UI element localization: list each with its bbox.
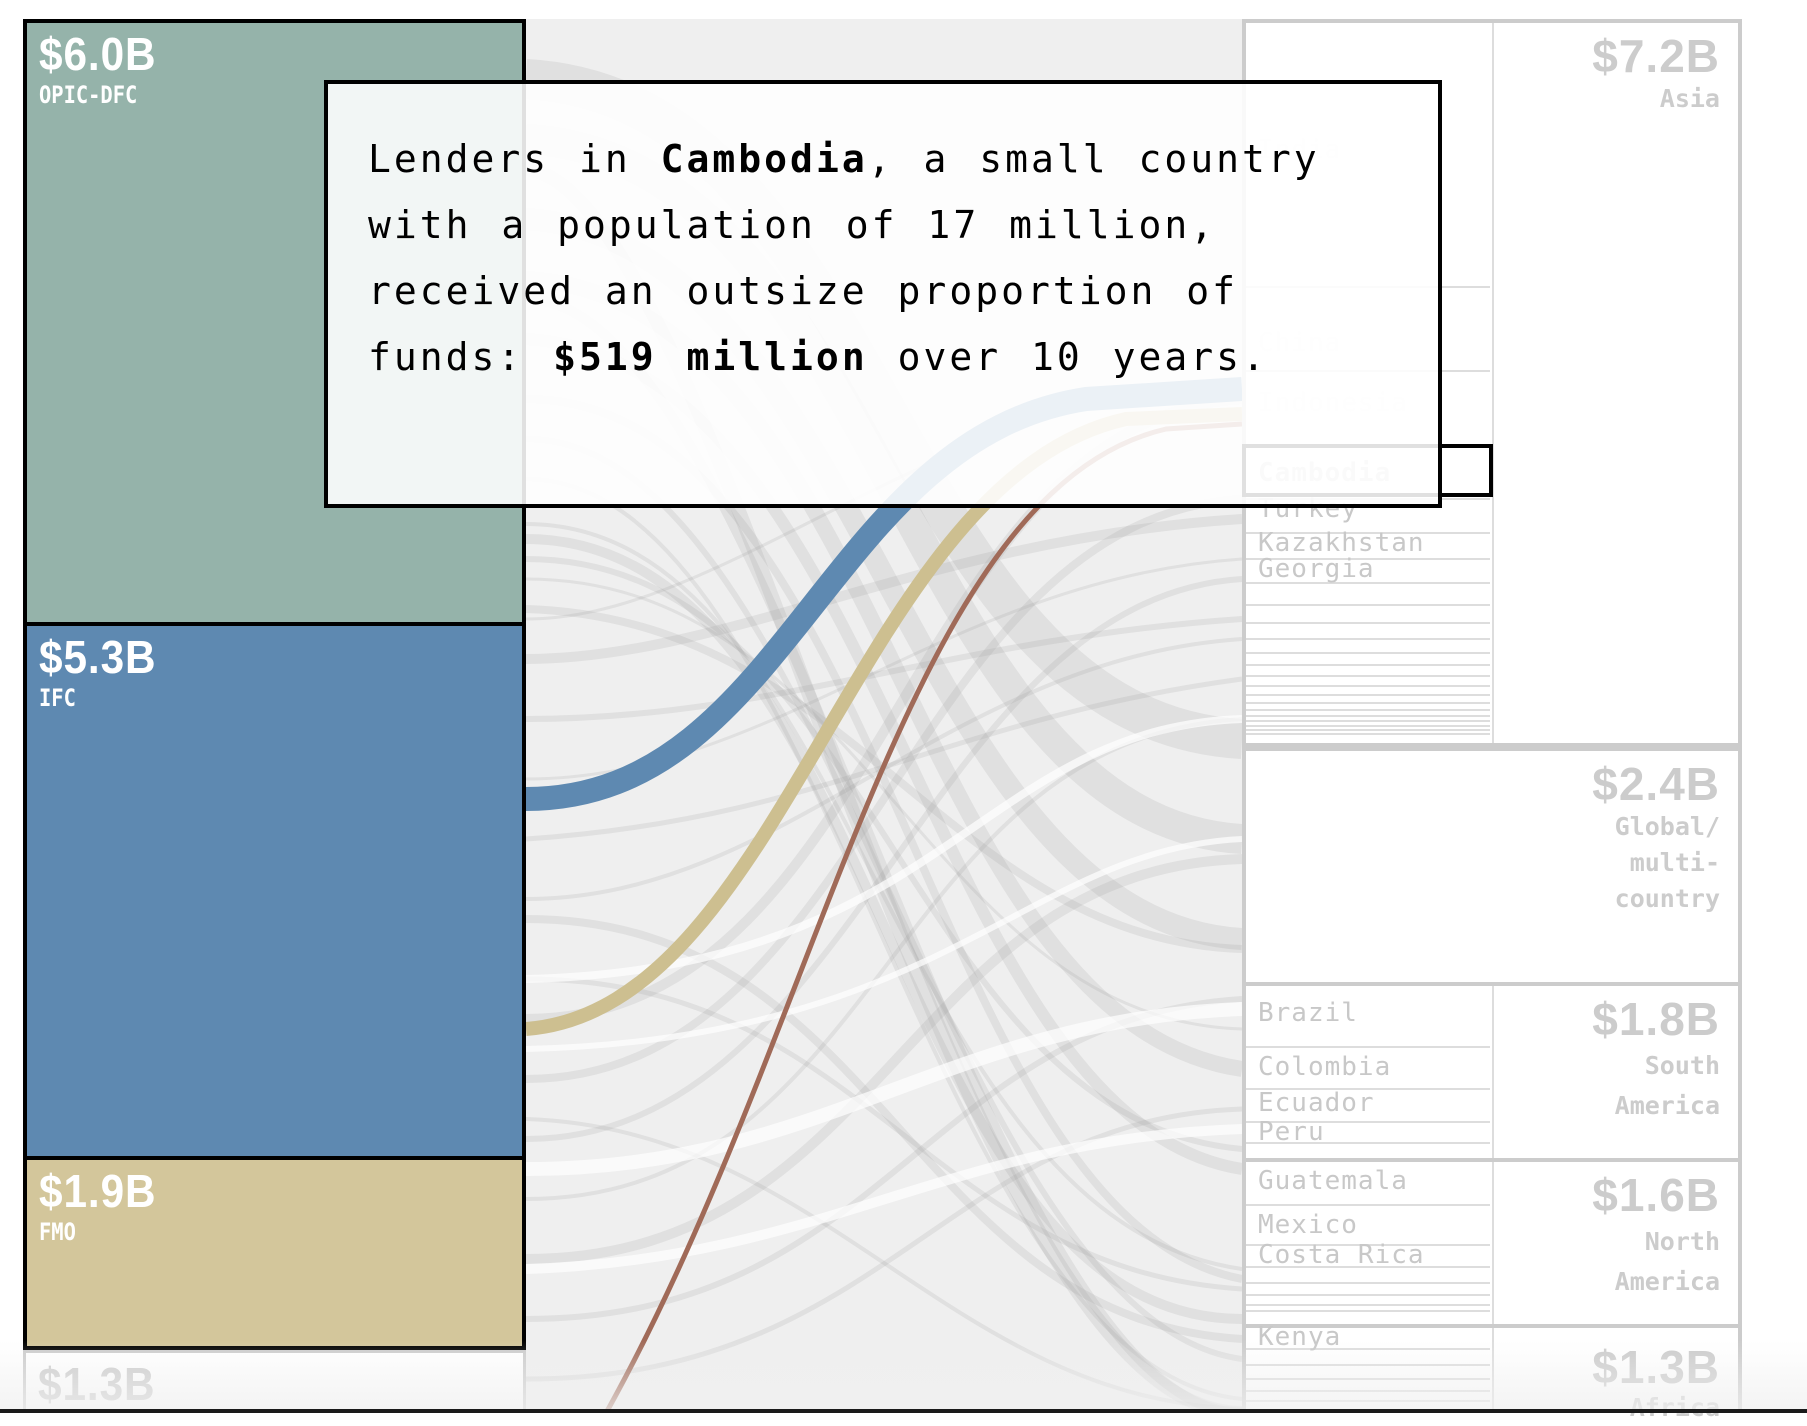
country-row[interactable] bbox=[1246, 717, 1490, 722]
region-africa[interactable]: Kenya $1.3B Africa bbox=[1242, 1322, 1742, 1422]
country-row[interactable] bbox=[1246, 1296, 1490, 1306]
region-global-multi-country[interactable]: $2.4B Global/ multi- country bbox=[1242, 747, 1742, 986]
bottom-edge bbox=[0, 1409, 1807, 1413]
lender-amount: $1.3B bbox=[38, 1358, 156, 1410]
tooltip-text-part: , a small country with a population of 1… bbox=[368, 137, 1320, 379]
country-row[interactable] bbox=[1246, 677, 1490, 687]
lender-fmo[interactable]: $1.9B FMO bbox=[23, 1156, 526, 1350]
country-row[interactable] bbox=[1246, 711, 1490, 717]
tooltip-text: Lenders in Cambodia, a small country wit… bbox=[368, 126, 1368, 390]
country-row-ecuador[interactable]: Ecuador bbox=[1246, 1088, 1490, 1123]
tooltip-amount: $519 million bbox=[553, 335, 868, 379]
lender-ifc[interactable]: $5.3B IFC bbox=[23, 622, 526, 1160]
country-row[interactable] bbox=[1246, 640, 1490, 654]
lender-amount: $6.0B bbox=[39, 28, 157, 80]
country-row[interactable] bbox=[1246, 687, 1490, 696]
country-label: Kazakhstan bbox=[1258, 528, 1425, 558]
region-south-america[interactable]: Brazil Colombia Ecuador Peru $1.8B South… bbox=[1242, 982, 1742, 1162]
country-row[interactable] bbox=[1246, 1350, 1490, 1366]
country-row-costa-rica[interactable]: Costa Rica bbox=[1246, 1240, 1490, 1270]
region-amount: $1.8B bbox=[1592, 993, 1720, 1045]
country-row[interactable] bbox=[1246, 727, 1490, 731]
country-row[interactable] bbox=[1246, 704, 1490, 711]
country-row-colombia[interactable]: Colombia bbox=[1246, 1048, 1490, 1090]
country-row[interactable] bbox=[1246, 1268, 1490, 1284]
region-name: Global/ multi- country bbox=[1614, 812, 1720, 913]
country-row[interactable] bbox=[1246, 1380, 1490, 1392]
country-row[interactable] bbox=[1246, 722, 1490, 727]
lender-name: IFC bbox=[39, 684, 76, 712]
country-row[interactable] bbox=[1246, 666, 1490, 677]
country-row[interactable] bbox=[1246, 1284, 1490, 1296]
country-label: Mexico bbox=[1258, 1210, 1358, 1240]
country-list: Kenya bbox=[1246, 1322, 1494, 1409]
country-row-georgia[interactable]: Georgia bbox=[1246, 554, 1490, 584]
lender-amount: $1.9B bbox=[39, 1165, 157, 1217]
country-row[interactable] bbox=[1246, 696, 1490, 704]
country-row-brazil[interactable]: Brazil bbox=[1246, 986, 1490, 1048]
country-label: Kenya bbox=[1258, 1322, 1342, 1352]
country-row[interactable] bbox=[1246, 654, 1490, 666]
tooltip-country: Cambodia bbox=[660, 137, 868, 181]
tooltip-text-part: Lenders in bbox=[368, 137, 661, 181]
country-row[interactable] bbox=[1246, 1392, 1490, 1402]
region-name: Africa bbox=[1629, 1393, 1720, 1422]
lender-name: FMO bbox=[39, 1218, 76, 1246]
country-row-kazakhstan[interactable]: Kazakhstan bbox=[1246, 528, 1490, 560]
region-north-america[interactable]: Guatemala Mexico Costa Rica $1.6B North … bbox=[1242, 1158, 1742, 1328]
country-label: Peru bbox=[1258, 1117, 1325, 1147]
region-amount: $2.4B bbox=[1592, 758, 1720, 810]
region-name: Asia bbox=[1659, 84, 1720, 113]
country-label: Ecuador bbox=[1258, 1088, 1375, 1118]
region-name: North America bbox=[1614, 1227, 1720, 1296]
country-label: Costa Rica bbox=[1258, 1240, 1425, 1270]
lender-amount: $5.3B bbox=[39, 631, 157, 683]
country-row-kenya[interactable]: Kenya bbox=[1246, 1322, 1490, 1352]
country-label: Brazil bbox=[1258, 998, 1358, 1028]
country-label: Colombia bbox=[1258, 1052, 1392, 1082]
country-row[interactable] bbox=[1246, 606, 1490, 624]
tooltip: Lenders in Cambodia, a small country wit… bbox=[324, 80, 1442, 508]
country-list: Guatemala Mexico Costa Rica bbox=[1246, 1162, 1494, 1324]
region-name: South America bbox=[1614, 1051, 1720, 1120]
country-label: Guatemala bbox=[1258, 1166, 1408, 1196]
region-amount: $1.3B bbox=[1592, 1341, 1720, 1393]
country-row[interactable] bbox=[1246, 584, 1490, 606]
country-row[interactable] bbox=[1246, 731, 1490, 735]
tooltip-text-part: over 10 years. bbox=[867, 335, 1268, 379]
country-row-peru[interactable]: Peru bbox=[1246, 1117, 1490, 1147]
country-row[interactable] bbox=[1246, 624, 1490, 640]
region-amount: $1.6B bbox=[1592, 1169, 1720, 1221]
country-row-mexico[interactable]: Mexico bbox=[1246, 1206, 1490, 1246]
country-row[interactable] bbox=[1246, 1306, 1490, 1312]
lender-name: OPIC-DFC bbox=[39, 81, 138, 109]
region-amount: $7.2B bbox=[1592, 30, 1720, 82]
country-row[interactable] bbox=[1246, 1366, 1490, 1380]
country-label: Georgia bbox=[1258, 554, 1375, 584]
country-row-guatemala[interactable]: Guatemala bbox=[1246, 1162, 1490, 1206]
country-list: Brazil Colombia Ecuador Peru bbox=[1246, 986, 1494, 1158]
lender-other[interactable]: $1.3B bbox=[23, 1350, 526, 1413]
